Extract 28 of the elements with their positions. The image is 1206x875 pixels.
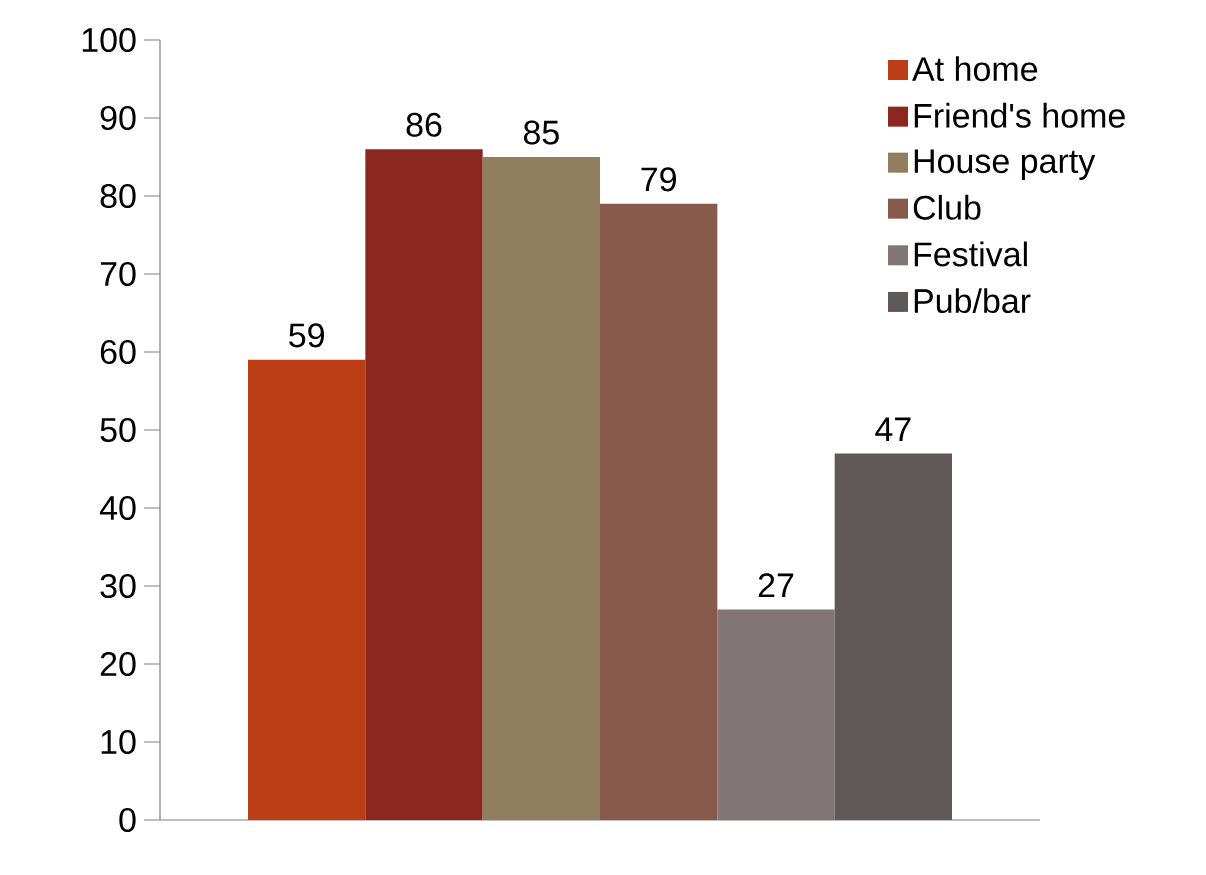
y-tick-label: 40 xyxy=(99,495,136,521)
y-tick-label: 70 xyxy=(100,261,136,287)
bar xyxy=(600,203,718,820)
y-tick-label: 30 xyxy=(100,573,136,599)
data-label: 85 xyxy=(523,120,559,145)
data-label: 79 xyxy=(641,167,676,192)
data-label: 86 xyxy=(406,112,442,137)
legend-label: Pub/bar xyxy=(914,288,1031,314)
bar xyxy=(482,157,600,820)
legend-label: Club xyxy=(913,194,981,220)
data-label: 27 xyxy=(758,573,794,597)
bar xyxy=(248,359,366,820)
bar xyxy=(365,149,483,820)
legend-label: Friend's home xyxy=(914,102,1125,128)
y-tick-label: 80 xyxy=(100,183,136,209)
y-tick-label: 60 xyxy=(100,339,136,365)
y-tick-label: 50 xyxy=(100,417,136,443)
bar xyxy=(834,453,952,820)
data-label: 47 xyxy=(875,417,911,441)
y-tick-label: 0 xyxy=(119,807,136,833)
data-label: 59 xyxy=(289,323,324,348)
y-tick-label: 10 xyxy=(101,729,136,755)
legend-label: At home xyxy=(912,56,1038,82)
y-tick-label: 90 xyxy=(100,105,136,131)
y-tick-label: 20 xyxy=(100,651,136,677)
legend-label: House party xyxy=(914,149,1096,180)
y-tick-label: 100 xyxy=(82,27,136,53)
legend-label: Festival xyxy=(914,241,1027,267)
